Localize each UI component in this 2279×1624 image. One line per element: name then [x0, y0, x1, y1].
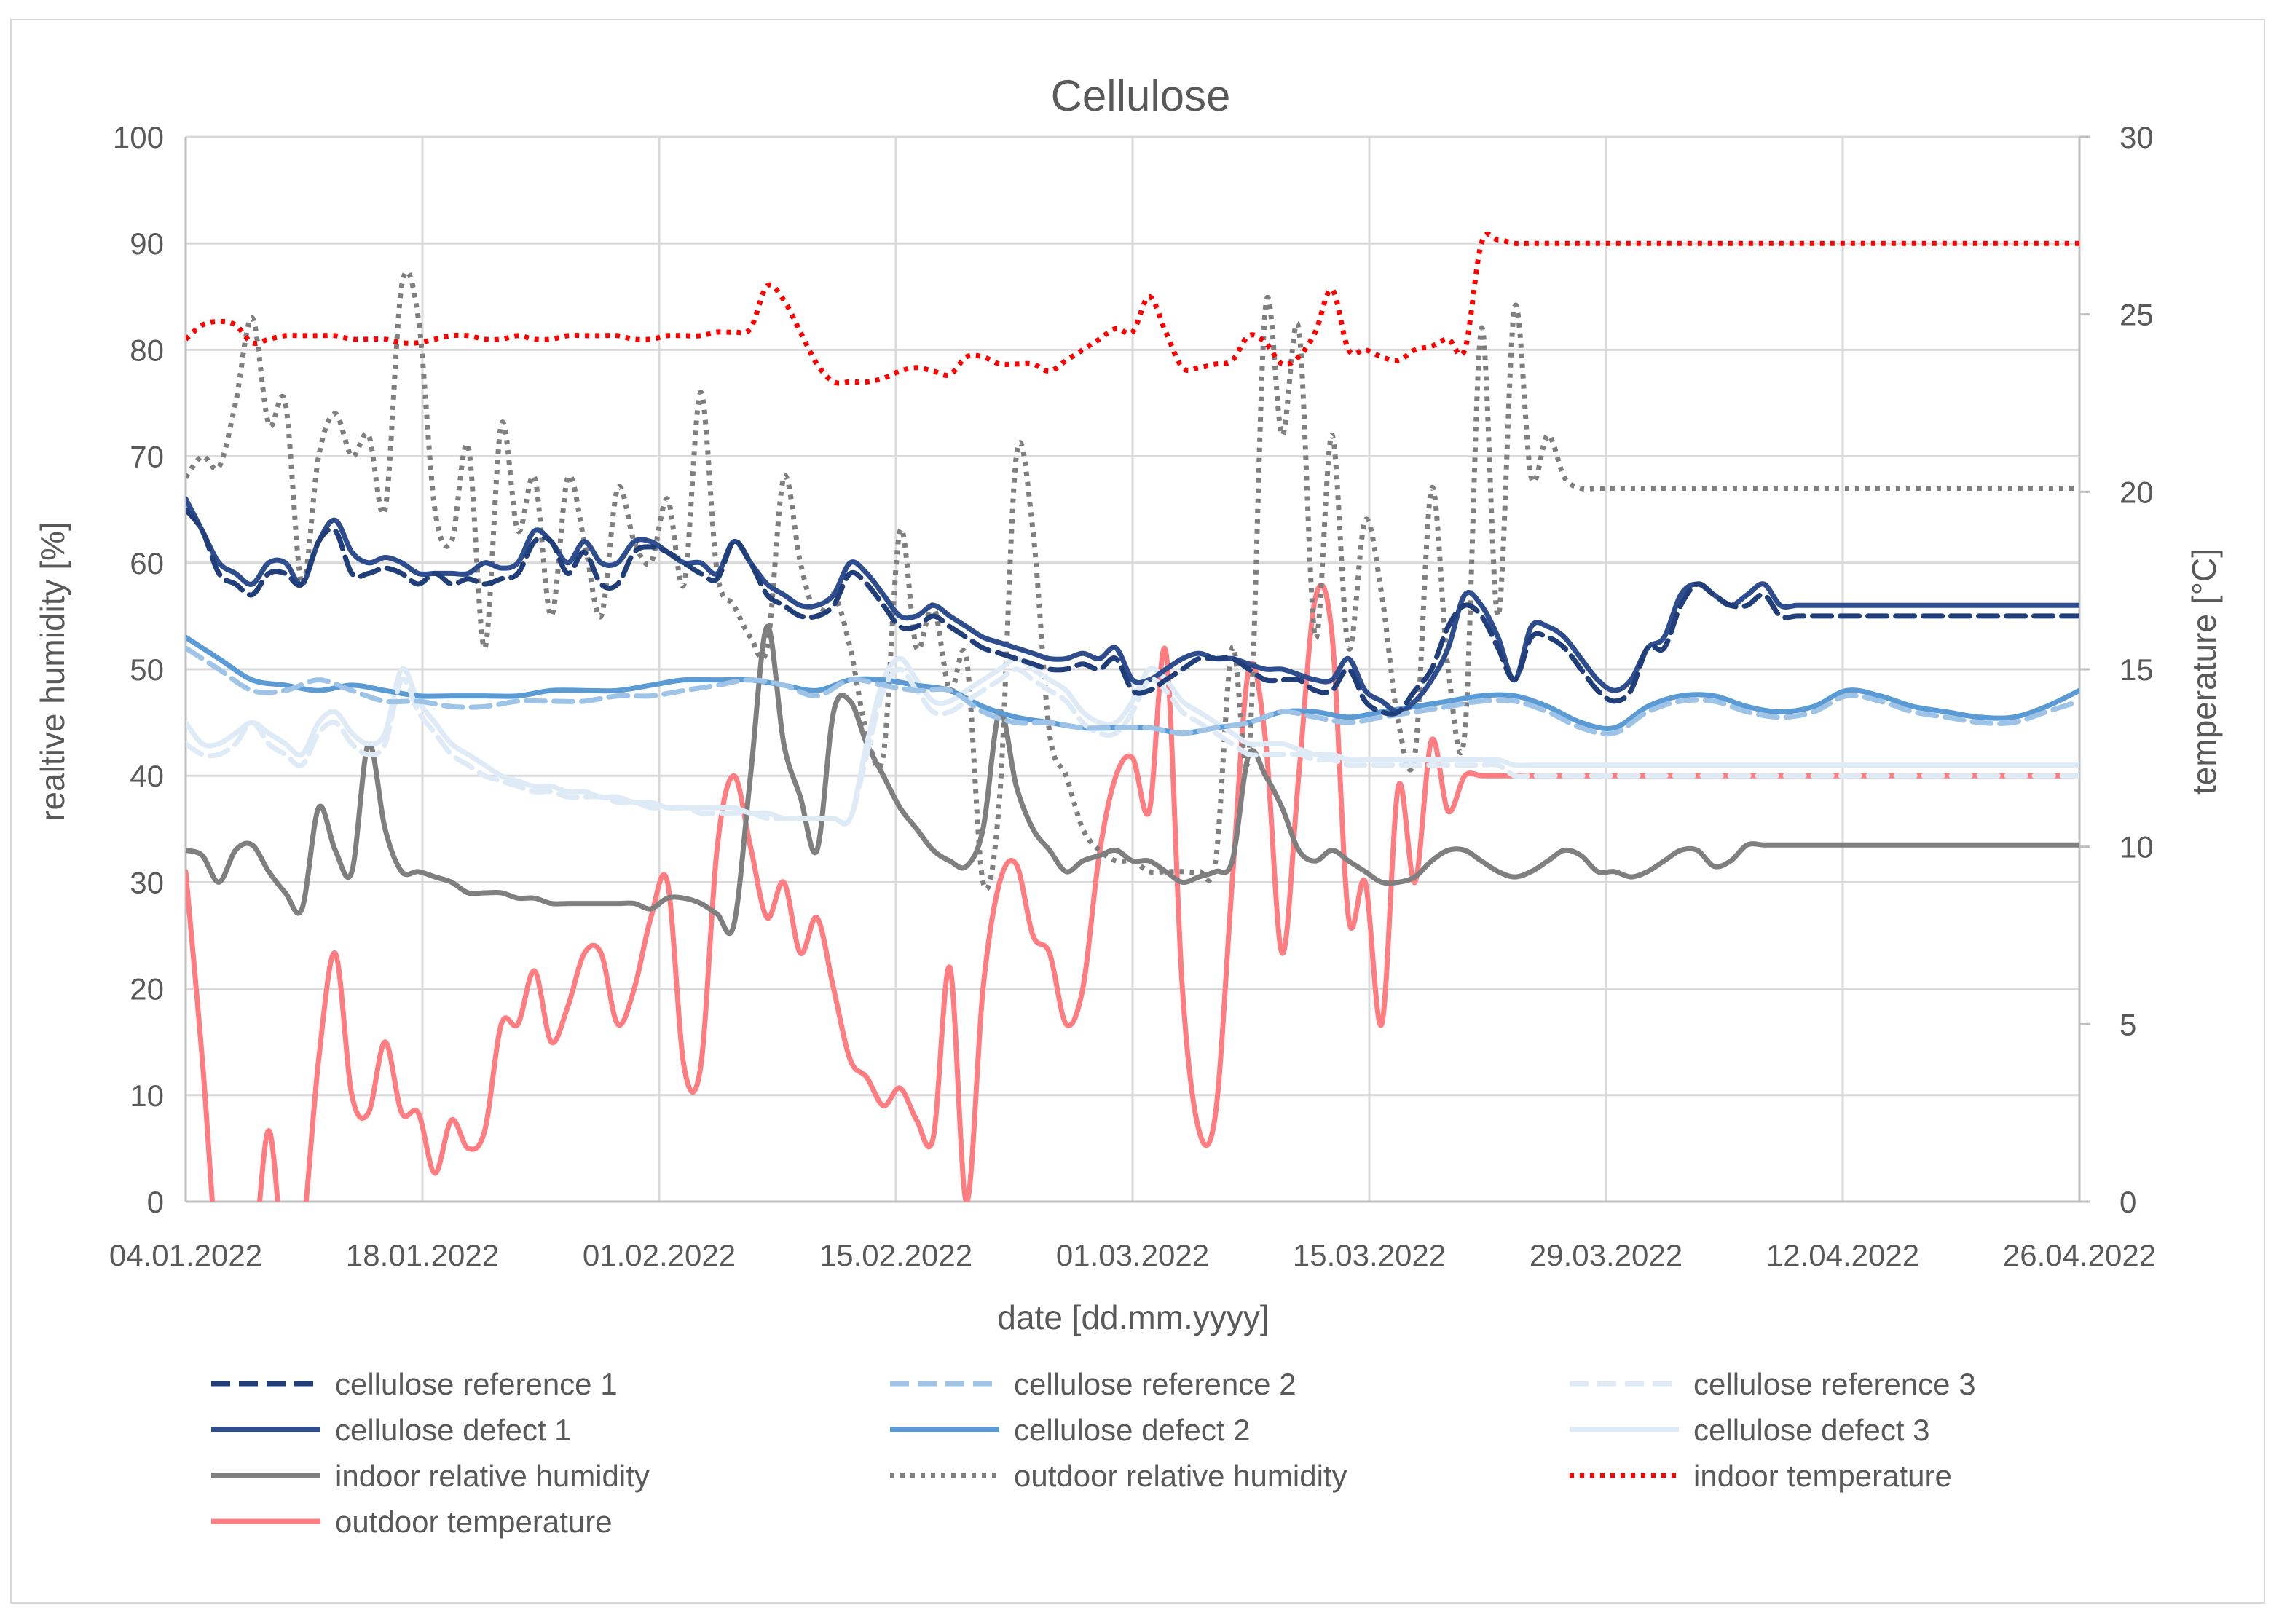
x-tick-label: 18.01.2022	[346, 1238, 499, 1272]
y-tick-label: 80	[130, 333, 164, 367]
x-tick-label: 29.03.2022	[1530, 1238, 1682, 1272]
y2-tick-label: 10	[2119, 830, 2154, 864]
series-line-cellulose-reference-2	[186, 645, 2079, 737]
y-tick-label: 40	[130, 759, 164, 793]
x-tick-label: 15.02.2022	[819, 1238, 972, 1272]
y2-axis-label: temperature [°C]	[2185, 548, 2223, 795]
chart-frame	[10, 19, 2265, 1604]
series-line-indoor-relative-humidity	[186, 623, 2079, 937]
legend-label-cellulose-reference-1: cellulose reference 1	[335, 1367, 618, 1401]
y2-tick-label: 5	[2119, 1007, 2136, 1041]
legend-label-cellulose-defect-2: cellulose defect 2	[1014, 1413, 1251, 1447]
legend-label-cellulose-reference-3: cellulose reference 3	[1693, 1367, 1976, 1401]
y-tick-label: 100	[113, 120, 164, 154]
axes: 0 10 20 30 40 50 60 70 80 90 100 0 5 10 15 20 25 30 04.01.…	[109, 120, 2156, 1272]
x-tick-label: 26.04.2022	[2003, 1238, 2156, 1272]
y2-tick-label: 0	[2119, 1185, 2136, 1219]
y-tick-label: 60	[130, 546, 164, 580]
y-tick-label: 20	[130, 972, 164, 1006]
series-line-cellulose-defect-3	[186, 655, 2079, 827]
x-tick-label: 01.02.2022	[583, 1238, 736, 1272]
y2-tick-label: 20	[2119, 475, 2154, 509]
y-tick-label: 90	[130, 226, 164, 261]
x-tick-label: 01.03.2022	[1056, 1238, 1209, 1272]
x-tick-label: 04.01.2022	[109, 1238, 262, 1272]
y-tick-label: 50	[130, 653, 164, 687]
legend-label-indoor-temperature: indoor temperature	[1693, 1459, 1952, 1493]
x-tick-label: 15.03.2022	[1293, 1238, 1446, 1272]
legend-label-cellulose-defect-1: cellulose defect 1	[335, 1413, 572, 1447]
y2-tick-label: 30	[2119, 120, 2154, 154]
y2-tick-label: 15	[2119, 653, 2154, 687]
y-tick-label: 30	[130, 865, 164, 899]
y2-tick-label: 25	[2119, 298, 2154, 332]
series-group	[186, 232, 2079, 1202]
series-line-outdoor-temperature	[186, 582, 2079, 1202]
series-line-cellulose-reference-3	[186, 666, 2079, 826]
y-tick-label: 70	[130, 440, 164, 474]
legend-label-cellulose-reference-2: cellulose reference 2	[1014, 1367, 1296, 1401]
legend-label-cellulose-defect-3: cellulose defect 3	[1693, 1413, 1930, 1447]
series-line-cellulose-reference-1	[186, 507, 2079, 717]
y-axis-label: realtive humidity [%]	[34, 521, 71, 821]
x-tick-label: 12.04.2022	[1766, 1238, 1919, 1272]
x-axis-label: date [dd.mm.yyyy]	[997, 1298, 1269, 1336]
gridlines	[184, 135, 2081, 1202]
y-tick-label: 0	[147, 1185, 164, 1219]
legend-label-outdoor-relative-humidity: outdoor relative humidity	[1014, 1459, 1347, 1493]
legend: cellulose reference 1 cellulose reference…	[211, 1367, 1976, 1539]
series-line-cellulose-defect-1	[186, 496, 2079, 714]
chart-title: Cellulose	[1051, 71, 1231, 120]
series-line-indoor-temperature	[186, 232, 2079, 386]
legend-label-indoor-relative-humidity: indoor relative humidity	[335, 1459, 650, 1493]
y-tick-label: 10	[130, 1079, 164, 1113]
legend-label-outdoor-temperature: outdoor temperature	[335, 1505, 613, 1539]
